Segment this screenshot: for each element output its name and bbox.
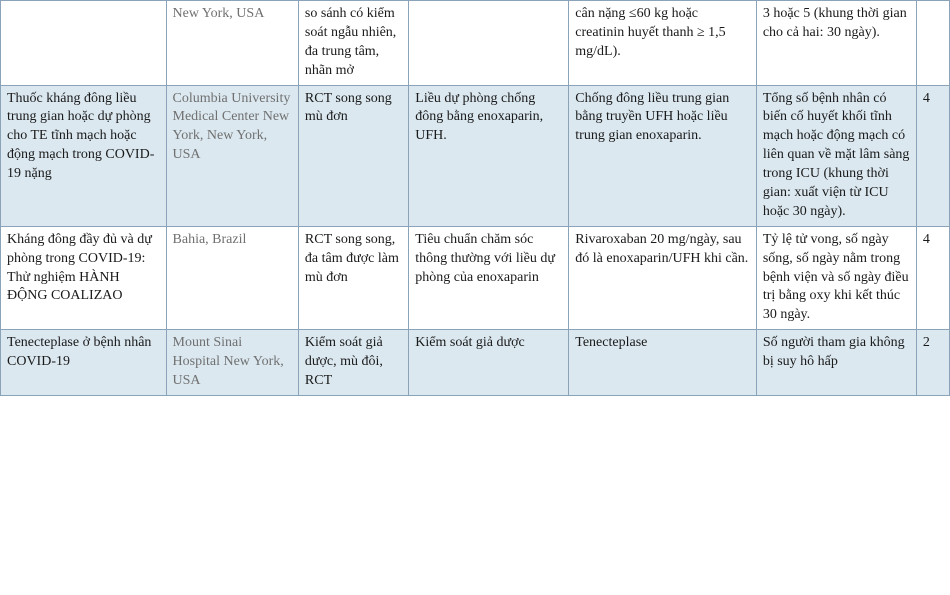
table-cell xyxy=(916,1,949,86)
table-cell: Columbia University Medical Center New Y… xyxy=(166,85,298,226)
table-row: New York, USAso sánh có kiểm soát ngẫu n… xyxy=(1,1,950,86)
table-cell: Chống đông liều trung gian bằng truyền U… xyxy=(569,85,757,226)
table-row: Tenecteplase ở bệnh nhân COVID-19Mount S… xyxy=(1,330,950,396)
table-cell: Tỷ lệ tử vong, số ngày sống, số ngày nằm… xyxy=(756,226,916,329)
table-cell: 4 xyxy=(916,226,949,329)
table-cell: Tenecteplase ở bệnh nhân COVID-19 xyxy=(1,330,167,396)
table-cell: 2 xyxy=(916,330,949,396)
table-cell: Thuốc kháng đông liều trung gian hoặc dự… xyxy=(1,85,167,226)
table-cell: Kháng đông đầy đủ và dự phòng trong COVI… xyxy=(1,226,167,329)
table-row: Kháng đông đầy đủ và dự phòng trong COVI… xyxy=(1,226,950,329)
table-cell: RCT song song mù đơn xyxy=(298,85,408,226)
table-cell: Số người tham gia không bị suy hô hấp xyxy=(756,330,916,396)
table-cell: Bahia, Brazil xyxy=(166,226,298,329)
table-cell: Kiểm soát giả dược xyxy=(409,330,569,396)
table-cell: Tổng số bệnh nhân có biến cố huyết khối … xyxy=(756,85,916,226)
table-cell: RCT song song, đa tâm được làm mù đơn xyxy=(298,226,408,329)
table-cell: cân nặng ≤60 kg hoặc creatinin huyết tha… xyxy=(569,1,757,86)
table-cell: Tiêu chuẩn chăm sóc thông thường với liề… xyxy=(409,226,569,329)
table-cell xyxy=(1,1,167,86)
table-row: Thuốc kháng đông liều trung gian hoặc dự… xyxy=(1,85,950,226)
table-cell: 4 xyxy=(916,85,949,226)
table-cell: Liều dự phòng chống đông bằng enoxaparin… xyxy=(409,85,569,226)
table-cell: Tenecteplase xyxy=(569,330,757,396)
table-cell xyxy=(409,1,569,86)
table-cell: so sánh có kiểm soát ngẫu nhiên, đa trun… xyxy=(298,1,408,86)
table-cell: Mount Sinai Hospital New York, USA xyxy=(166,330,298,396)
table-cell: 3 hoặc 5 (khung thời gian cho cả hai: 30… xyxy=(756,1,916,86)
table-cell: New York, USA xyxy=(166,1,298,86)
clinical-trials-table: New York, USAso sánh có kiểm soát ngẫu n… xyxy=(0,0,950,396)
table-cell: Rivaroxaban 20 mg/ngày, sau đó là enoxap… xyxy=(569,226,757,329)
table-cell: Kiểm soát giả dược, mù đôi, RCT xyxy=(298,330,408,396)
